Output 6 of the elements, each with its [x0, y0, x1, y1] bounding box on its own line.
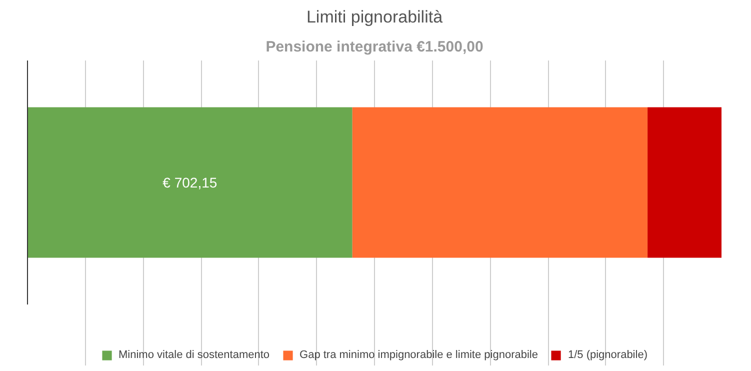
chart-title: Limiti pignorabilità: [306, 8, 444, 26]
legend-label: Minimo vitale di sostentamento: [118, 349, 270, 361]
chart-subtitle: Pensione integrativa €1.500,00: [266, 38, 484, 56]
data-label: € 702,15: [162, 174, 218, 190]
legend-label: Gap tra minimo impignorabile e limite pignorabile: [300, 349, 538, 361]
legend-label: 1/5 (pignorabile): [568, 349, 648, 361]
